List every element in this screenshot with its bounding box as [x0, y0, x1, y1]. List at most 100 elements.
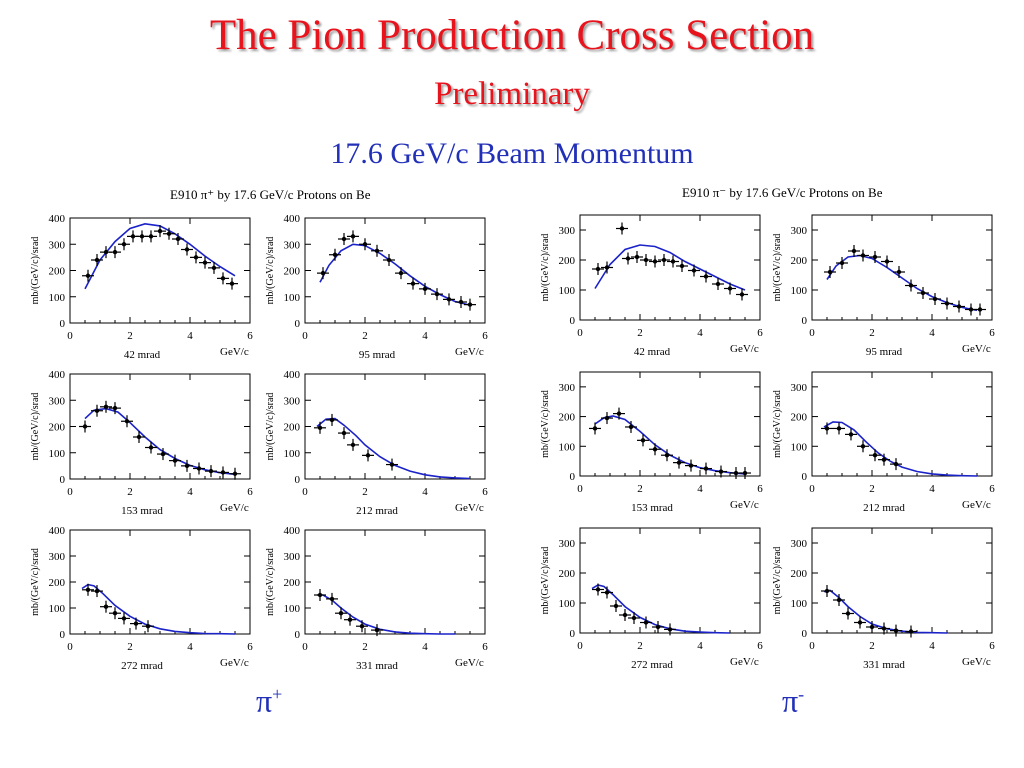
- pi-plus-figure-title: E910 π⁺ by 17.6 GeV/c Protons on Be: [170, 187, 371, 202]
- x-axis-label: GeV/c: [730, 343, 759, 355]
- plot-frame: [304, 529, 486, 635]
- data-point: [700, 270, 712, 283]
- y-tick-label: 100: [559, 441, 576, 453]
- data-point: [661, 449, 673, 462]
- x-tick-label: 6: [247, 641, 253, 653]
- y-axis-label: mb/(GeV/c)/srad: [30, 237, 41, 305]
- y-tick-label: 0: [570, 315, 576, 327]
- data-point: [905, 279, 917, 292]
- y-axis-label: mb/(GeV/c)/srad: [265, 393, 276, 461]
- marker: [824, 588, 830, 594]
- marker: [727, 286, 733, 291]
- data-point: [821, 422, 833, 435]
- fit-curve: [594, 415, 746, 475]
- data-point: [616, 222, 628, 235]
- marker: [604, 265, 610, 270]
- x-tick-label: 0: [809, 640, 815, 652]
- data-point: [338, 427, 350, 440]
- data-point: [613, 407, 625, 420]
- marker: [872, 254, 878, 260]
- y-tick-label: 100: [284, 292, 301, 304]
- marker: [112, 249, 118, 255]
- x-tick-label: 0: [67, 486, 73, 498]
- y-axis-label: mb/(GeV/c)/srad: [772, 547, 783, 615]
- data-point: [637, 434, 649, 447]
- marker: [350, 234, 356, 239]
- data-point: [205, 465, 217, 478]
- angle-label: 331 mrad: [863, 659, 905, 671]
- y-axis-label: mb/(GeV/c)/srad: [265, 237, 276, 305]
- x-tick-label: 4: [187, 641, 193, 653]
- marker: [881, 626, 887, 631]
- marker: [691, 268, 697, 273]
- marker: [184, 463, 190, 469]
- y-tick-label: 400: [284, 369, 301, 381]
- marker: [220, 470, 226, 475]
- y-tick-label: 100: [284, 448, 301, 460]
- data-point: [347, 438, 359, 451]
- x-axis-label: GeV/c: [730, 656, 759, 668]
- marker: [320, 270, 326, 276]
- y-tick-label: 0: [802, 628, 808, 640]
- marker: [94, 408, 100, 413]
- marker: [595, 587, 601, 592]
- y-tick-label: 100: [49, 292, 66, 304]
- data-point: [154, 225, 166, 238]
- y-tick-label: 200: [284, 422, 301, 434]
- marker: [341, 430, 347, 436]
- marker: [133, 621, 139, 626]
- data-point: [371, 624, 383, 637]
- angle-label: 272 mrad: [631, 659, 673, 671]
- marker: [619, 226, 625, 231]
- marker: [845, 611, 851, 616]
- marker: [733, 470, 739, 476]
- marker: [398, 270, 404, 276]
- y-tick-label: 100: [284, 603, 301, 615]
- x-tick-label: 6: [247, 330, 253, 342]
- data-point: [109, 607, 121, 620]
- y-tick-label: 200: [791, 412, 808, 424]
- data-point: [464, 298, 476, 311]
- y-tick-label: 200: [49, 266, 66, 278]
- y-tick-label: 300: [559, 382, 576, 394]
- marker: [410, 281, 416, 286]
- marker: [860, 444, 866, 449]
- data-point: [91, 585, 103, 598]
- marker: [211, 265, 217, 271]
- x-tick-label: 0: [67, 641, 73, 653]
- x-tick-label: 4: [422, 486, 428, 498]
- data-point: [419, 282, 431, 295]
- data-point: [109, 246, 121, 259]
- y-tick-label: 0: [60, 629, 66, 641]
- angle-label: 212 mrad: [356, 505, 398, 517]
- marker: [670, 259, 676, 264]
- marker: [208, 468, 214, 474]
- marker: [977, 307, 983, 312]
- data-point: [190, 251, 202, 264]
- x-tick-label: 2: [869, 483, 875, 495]
- marker: [613, 603, 619, 609]
- marker: [389, 462, 395, 467]
- pion-charge: +: [272, 684, 283, 704]
- y-axis-label: mb/(GeV/c)/srad: [30, 548, 41, 616]
- data-point: [836, 257, 848, 269]
- y-tick-label: 300: [49, 395, 66, 407]
- data-point: [589, 422, 601, 435]
- data-point: [658, 254, 670, 266]
- y-tick-label: 200: [559, 255, 576, 267]
- y-tick-label: 100: [791, 285, 808, 297]
- data-point: [371, 244, 383, 257]
- x-tick-label: 2: [637, 483, 643, 495]
- marker: [94, 257, 100, 263]
- data-point: [592, 583, 604, 596]
- y-axis-label: mb/(GeV/c)/srad: [540, 390, 551, 458]
- marker: [595, 266, 601, 272]
- x-tick-label: 2: [362, 641, 368, 653]
- y-tick-label: 200: [284, 266, 301, 278]
- x-axis-label: GeV/c: [455, 346, 484, 358]
- angle-label: 95 mrad: [359, 349, 396, 361]
- data-point: [905, 625, 917, 638]
- data-point: [845, 428, 857, 441]
- data-point: [857, 440, 869, 453]
